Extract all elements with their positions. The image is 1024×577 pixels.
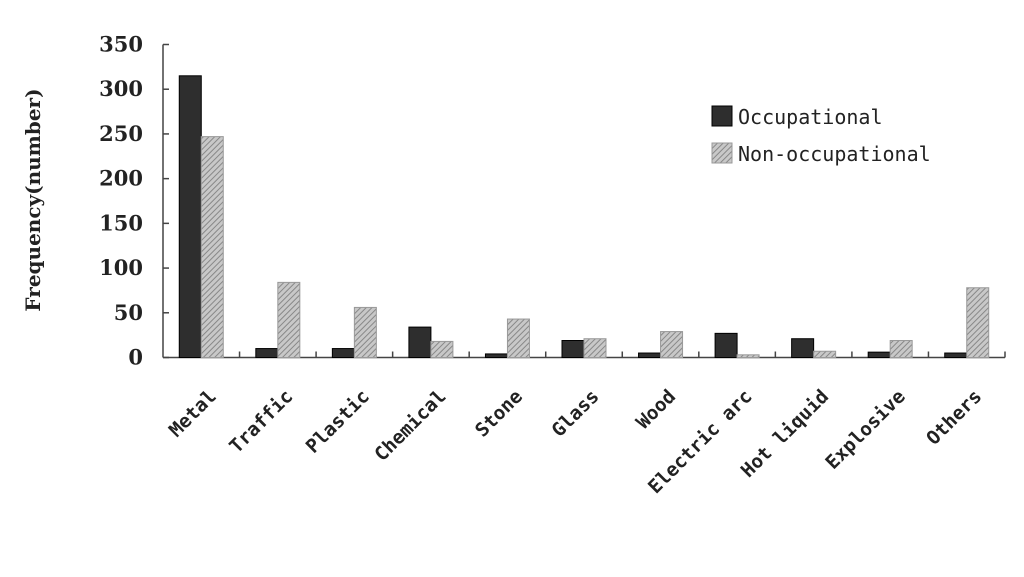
bars [178, 75, 990, 359]
y-axis-title: Frequency(number) [21, 88, 45, 311]
y-tick-label: 250 [99, 121, 143, 146]
bar-non-occupational [889, 340, 913, 359]
y-axis: 0 50 100 150 200 250 300 350 [99, 32, 169, 370]
bar-non-occupational [353, 306, 377, 359]
bar-occupational [561, 340, 585, 359]
bar-non-occupational [200, 136, 224, 358]
bar-occupational [944, 352, 968, 358]
x-tick-label: Metal [165, 385, 221, 441]
y-tick-label: 150 [99, 210, 143, 235]
bar-non-occupational [277, 281, 301, 359]
x-tick-label: Wood [632, 385, 680, 433]
bar-non-occupational [506, 318, 530, 358]
legend: Occupational Non-occupational [711, 105, 931, 166]
bar-non-occupational [660, 331, 684, 358]
x-tick-label: Traffic [225, 385, 297, 457]
x-tick-label: Stone [471, 385, 527, 441]
bar-occupational [408, 326, 432, 359]
y-tick-label: 200 [99, 166, 143, 191]
bar-occupational [255, 348, 279, 358]
x-tick-label: Explosive [821, 385, 909, 473]
y-tick-label: 0 [128, 345, 143, 370]
legend-swatch [711, 105, 733, 127]
bar-occupational [178, 75, 202, 359]
bar-non-occupational [813, 350, 837, 358]
bar-occupational [331, 348, 355, 358]
y-tick-label: 100 [99, 255, 143, 280]
bar-occupational [714, 332, 738, 358]
y-tick-label: 50 [114, 300, 143, 325]
y-tick-label: 350 [99, 32, 143, 57]
bar-occupational [638, 352, 662, 358]
x-tick-label: Chemical [370, 385, 450, 465]
bar-non-occupational [966, 287, 990, 359]
legend-label: Non-occupational [738, 142, 931, 166]
x-tick-label: Plastic [302, 385, 374, 457]
x-tick-label: Others [922, 385, 986, 449]
bar-non-occupational [430, 340, 454, 359]
bar-non-occupational [736, 354, 760, 358]
legend-swatch [711, 142, 733, 164]
bar-non-occupational [583, 338, 607, 359]
x-tick-label: Glass [548, 385, 604, 441]
bar-occupational [791, 338, 815, 359]
legend-label: Occupational [738, 105, 883, 129]
y-tick-label: 300 [99, 76, 143, 101]
bar-occupational [484, 353, 508, 358]
bar-occupational [867, 351, 891, 358]
